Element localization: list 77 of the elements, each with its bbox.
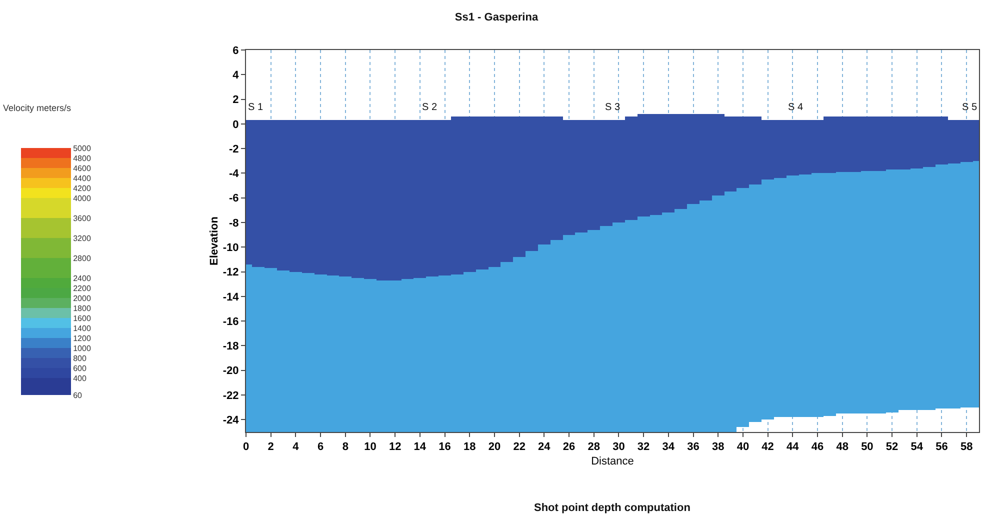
color-bar-label: 3600 (73, 214, 92, 224)
y-tick-label: 2 (232, 94, 239, 106)
y-tick-label: -8 (229, 217, 239, 230)
annotation: S 4 (788, 102, 804, 113)
x-tick-label: 8 (342, 441, 348, 454)
y-tick-label: -18 (222, 340, 239, 353)
x-tick-label: 6 (317, 441, 324, 454)
x-tick-label: 52 (886, 441, 898, 454)
x-tick-label: 46 (811, 441, 824, 454)
x-tick-label: 54 (910, 441, 924, 454)
x-tick-label: 28 (588, 441, 600, 454)
y-tick-label: 0 (232, 118, 239, 131)
x-tick-label: 38 (712, 441, 724, 454)
color-bar-label: 2000 (73, 294, 92, 304)
y-tick-label: 4 (232, 70, 240, 82)
y-tick-label: -20 (222, 365, 239, 378)
x-tick-label: 14 (414, 441, 427, 454)
color-bar-label: 2800 (73, 254, 92, 264)
x-tick-label: 30 (612, 441, 625, 454)
x-tick-label: 32 (637, 441, 650, 454)
x-tick-label: 40 (736, 441, 750, 454)
color-bar-label: 3200 (73, 234, 92, 244)
annotation: S 1 (248, 102, 264, 113)
color-bar-label: 1000 (73, 344, 92, 354)
x-tick-label: 2 (268, 441, 274, 454)
x-tick-label: 0 (242, 441, 250, 454)
x-tick-label: 42 (762, 441, 774, 454)
color-bar-label: 4000 (73, 194, 92, 204)
color-bar-label: 1400 (73, 324, 92, 334)
y-tick-label: -2 (229, 143, 239, 156)
color-bar-label: 2200 (73, 284, 92, 294)
color-bar-label: 4200 (73, 184, 92, 194)
x-tick-label: 48 (836, 441, 848, 454)
color-bar-label: 600 (73, 364, 87, 374)
x-axis-title: Distance (591, 455, 634, 468)
color-bar-label: 4400 (73, 174, 92, 184)
x-tick-label: 26 (562, 441, 576, 454)
color-bar-label: 4600 (73, 164, 92, 174)
x-tick-label: 16 (438, 441, 451, 454)
color-bar-title: Velocity meters/s (3, 103, 72, 113)
color-bar-label: 2400 (73, 274, 92, 284)
x-tick-label: 10 (364, 441, 376, 454)
color-bar-label: 1200 (73, 334, 92, 344)
x-tick-label: 24 (538, 441, 552, 454)
color-bar-label: 400 (73, 374, 87, 384)
color-bar-label: 1800 (73, 304, 92, 314)
y-tick-label: -24 (222, 414, 240, 427)
x-tick-label: 56 (936, 441, 948, 454)
chart-title: Ss1 - Gasperina (454, 12, 539, 24)
color-bar-label: 60 (73, 391, 83, 400)
x-tick-label: 18 (464, 441, 476, 454)
x-tick-label: 44 (786, 441, 800, 454)
color-bar-label: 800 (73, 354, 87, 364)
color-bar-label: 1600 (73, 314, 92, 324)
x-tick-label: 12 (388, 441, 402, 454)
annotation: S 5 (962, 102, 978, 113)
y-tick-label: -22 (222, 390, 239, 402)
color-bar-label: 4800 (73, 154, 92, 164)
x-tick-label: 36 (687, 441, 700, 454)
y-tick-label: 6 (232, 44, 239, 57)
color-bar-label: 5000 (73, 144, 92, 154)
x-tick-label: 20 (488, 441, 501, 454)
x-tick-label: 34 (662, 441, 676, 454)
text: Shot point depth computation (534, 502, 691, 514)
y-tick-label: -16 (222, 316, 239, 328)
y-axis-title: Elevation (208, 216, 221, 266)
y-tick-label: -14 (222, 291, 240, 304)
x-tick-label: 50 (861, 441, 874, 454)
annotation: S 3 (605, 102, 620, 113)
x-tick-label: 22 (513, 441, 526, 454)
y-tick-label: -4 (229, 168, 240, 180)
x-tick-label: 58 (960, 441, 973, 454)
x-tick-label: 4 (292, 441, 300, 454)
y-tick-label: -6 (229, 192, 239, 205)
annotation: S 2 (422, 102, 438, 113)
y-tick-label: -10 (222, 242, 239, 254)
y-tick-label: -12 (222, 266, 239, 279)
